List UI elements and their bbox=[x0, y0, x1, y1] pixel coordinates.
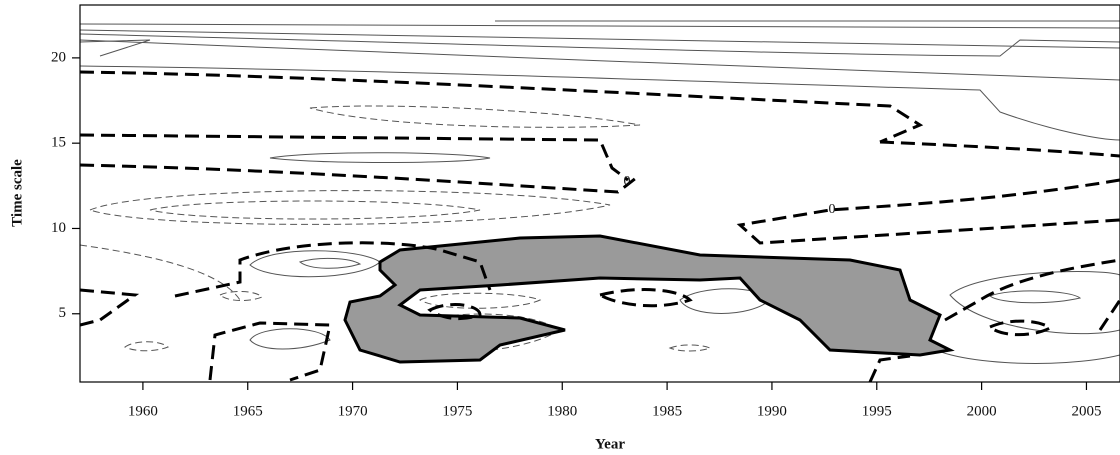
x-tick-label: 2000 bbox=[967, 403, 997, 419]
x-tick-label: 1995 bbox=[862, 403, 892, 419]
y-axis-label: Time scale bbox=[9, 159, 25, 227]
x-tick-label: 1980 bbox=[547, 403, 577, 419]
contours bbox=[80, 20, 1120, 382]
y-tick-label: 15 bbox=[51, 135, 66, 151]
y-tick-label: 5 bbox=[59, 305, 67, 321]
x-tick-label: 1965 bbox=[233, 403, 263, 419]
contour-label: 0 bbox=[624, 174, 631, 189]
x-axis-label: Year bbox=[595, 436, 625, 452]
x-tick-label: 1960 bbox=[128, 403, 158, 419]
x-tick-label: 1970 bbox=[338, 403, 368, 419]
x-tick-label: 1990 bbox=[757, 403, 787, 419]
plot-frame bbox=[79, 4, 1120, 383]
x-tick-label: 1985 bbox=[652, 403, 682, 419]
x-tick-label: 1975 bbox=[442, 403, 472, 419]
contour-label: 0 bbox=[829, 202, 836, 217]
y-tick-label: 10 bbox=[51, 220, 66, 236]
y-tick-label: 20 bbox=[51, 49, 66, 65]
x-tick-label: 2005 bbox=[1071, 403, 1101, 419]
